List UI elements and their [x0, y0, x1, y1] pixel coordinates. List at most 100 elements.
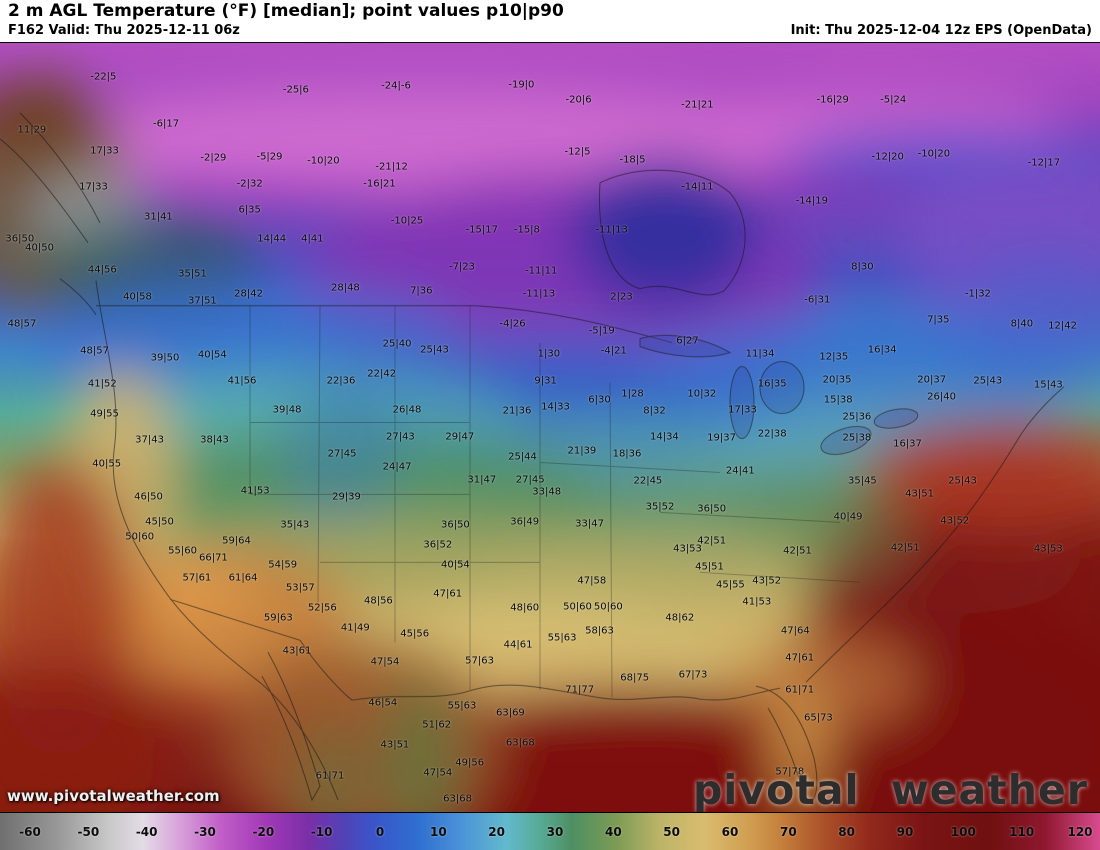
point-value: 63|69	[495, 707, 525, 719]
point-value: 25|40	[382, 338, 412, 350]
point-value: -12|5	[564, 146, 591, 158]
point-value: -18|5	[619, 154, 646, 166]
point-value: 16|37	[893, 438, 922, 450]
point-value: 61|71	[785, 684, 815, 696]
point-value: 42|51	[697, 535, 727, 547]
point-value: 15|43	[1033, 379, 1063, 391]
point-value: 25|43	[420, 344, 449, 356]
point-value: 55|63	[547, 632, 577, 644]
point-value: -6|31	[804, 294, 831, 306]
point-value: 47|54	[370, 656, 400, 668]
point-value: 22|45	[633, 475, 663, 487]
point-value: 59|64	[222, 535, 251, 547]
colorbar-tick-label: 30	[546, 824, 564, 839]
point-value: 14|33	[541, 401, 570, 413]
point-value: 9|31	[534, 375, 557, 387]
point-value: -20|6	[565, 94, 592, 106]
point-value: 29|39	[332, 491, 361, 503]
point-value: 24|41	[725, 465, 755, 477]
point-value: 55|63	[447, 700, 477, 712]
point-value: 40|55	[92, 458, 122, 470]
point-value: 42|51	[890, 542, 920, 554]
point-value: 45|51	[695, 561, 724, 573]
point-value: 67|73	[678, 669, 708, 681]
temperature-field	[0, 43, 1100, 812]
point-value: 8|30	[851, 261, 874, 273]
point-value: 43|51	[905, 488, 935, 500]
temperature-shading	[0, 72, 1100, 812]
point-value: 17|33	[79, 181, 108, 193]
point-value: -14|19	[795, 195, 829, 207]
map-header: 2 m AGL Temperature (°F) [median]; point…	[0, 0, 1100, 42]
point-value: 36|50	[5, 233, 35, 245]
point-value: 51|62	[422, 719, 452, 731]
point-value: 7|35	[927, 314, 950, 326]
point-value: 71|77	[565, 684, 595, 696]
point-value: 31|41	[143, 211, 173, 223]
state-borders	[249, 305, 861, 698]
point-value: 49|55	[90, 408, 119, 420]
coastline-borders	[0, 112, 1065, 802]
point-value: 50|60	[563, 601, 592, 613]
point-value: 18|36	[612, 448, 642, 460]
point-value: 27|45	[327, 448, 357, 460]
point-value: 39|48	[272, 404, 302, 416]
point-value: 36|50	[440, 519, 470, 531]
point-value: -7|23	[448, 261, 476, 273]
point-value: -6|17	[153, 118, 180, 130]
point-value: 14|34	[649, 431, 679, 443]
point-value: 47|54	[423, 767, 453, 779]
point-value: 43|53	[673, 543, 702, 555]
point-value: 17|33	[728, 404, 757, 416]
point-value: -10|20	[307, 155, 340, 167]
point-value: -11|11	[524, 265, 558, 277]
colorbar: -60 -50 -40 -30 -20 -10 0 10 20 30 40 50 60 70 80 90 100…	[0, 812, 1100, 850]
point-value: 10|32	[687, 388, 717, 400]
point-value: 47|58	[577, 575, 607, 587]
point-value: 37|43	[135, 434, 165, 446]
point-value: -16|29	[816, 94, 849, 106]
point-value: 47|64	[780, 625, 810, 637]
valid-time-label: F162 Valid: Thu 2025-12-11 06z	[8, 23, 240, 38]
point-value: 41|52	[87, 378, 117, 390]
point-value: 41|53	[240, 485, 270, 497]
point-value: 47|61	[433, 588, 463, 600]
point-value: 57|78	[775, 766, 805, 778]
point-value: 26|40	[927, 391, 957, 403]
point-value: 43|61	[282, 645, 312, 656]
point-value: 27|45	[515, 474, 545, 486]
colorbar-tick-label: 80	[838, 824, 856, 839]
point-value: 20|35	[822, 374, 852, 386]
point-value: -11|13	[522, 288, 556, 300]
point-value: 43|51	[380, 739, 410, 751]
pivotal-weather-logo: pivotal weather	[692, 766, 1088, 812]
point-value: 12|35	[819, 351, 849, 363]
point-value: 66|71	[198, 552, 228, 564]
point-value: 53|57	[285, 582, 315, 594]
point-value: 45|56	[400, 628, 430, 640]
point-value: 37|51	[187, 295, 217, 307]
point-value: -11|13	[595, 224, 628, 236]
point-value: 35|52	[645, 501, 675, 513]
point-value: 46|50	[134, 491, 163, 503]
colorbar-tick-label: -30	[194, 824, 216, 839]
point-layer: -22|5 -25|6 -24|-6 -19|0 -20|6 -21|21 -16|29 -5…	[0, 43, 1100, 812]
point-value: 47|61	[785, 652, 815, 664]
point-value: 61|64	[228, 572, 258, 584]
point-value: 24|47	[382, 461, 412, 473]
point-value: 28|48	[330, 282, 360, 294]
point-value: 1|28	[621, 388, 644, 400]
point-value: 61|71	[315, 770, 345, 782]
temperature-map[interactable]: -22|5 -25|6 -24|-6 -19|0 -20|6 -21|21 -16|29 -5…	[0, 42, 1100, 812]
point-value: 68|75	[620, 672, 650, 684]
point-value: 8|32	[643, 405, 666, 417]
point-value: 45|50	[145, 516, 174, 528]
point-value: 42|51	[783, 545, 812, 557]
point-value: 65|73	[803, 712, 833, 724]
point-value: 41|56	[227, 375, 257, 387]
point-value: 50|60	[125, 531, 155, 543]
colorbar-tick-label: 110	[1009, 824, 1035, 839]
point-value: -4|26	[499, 318, 526, 330]
point-value: 2|23	[610, 291, 633, 303]
point-value: -15|8	[513, 224, 540, 236]
